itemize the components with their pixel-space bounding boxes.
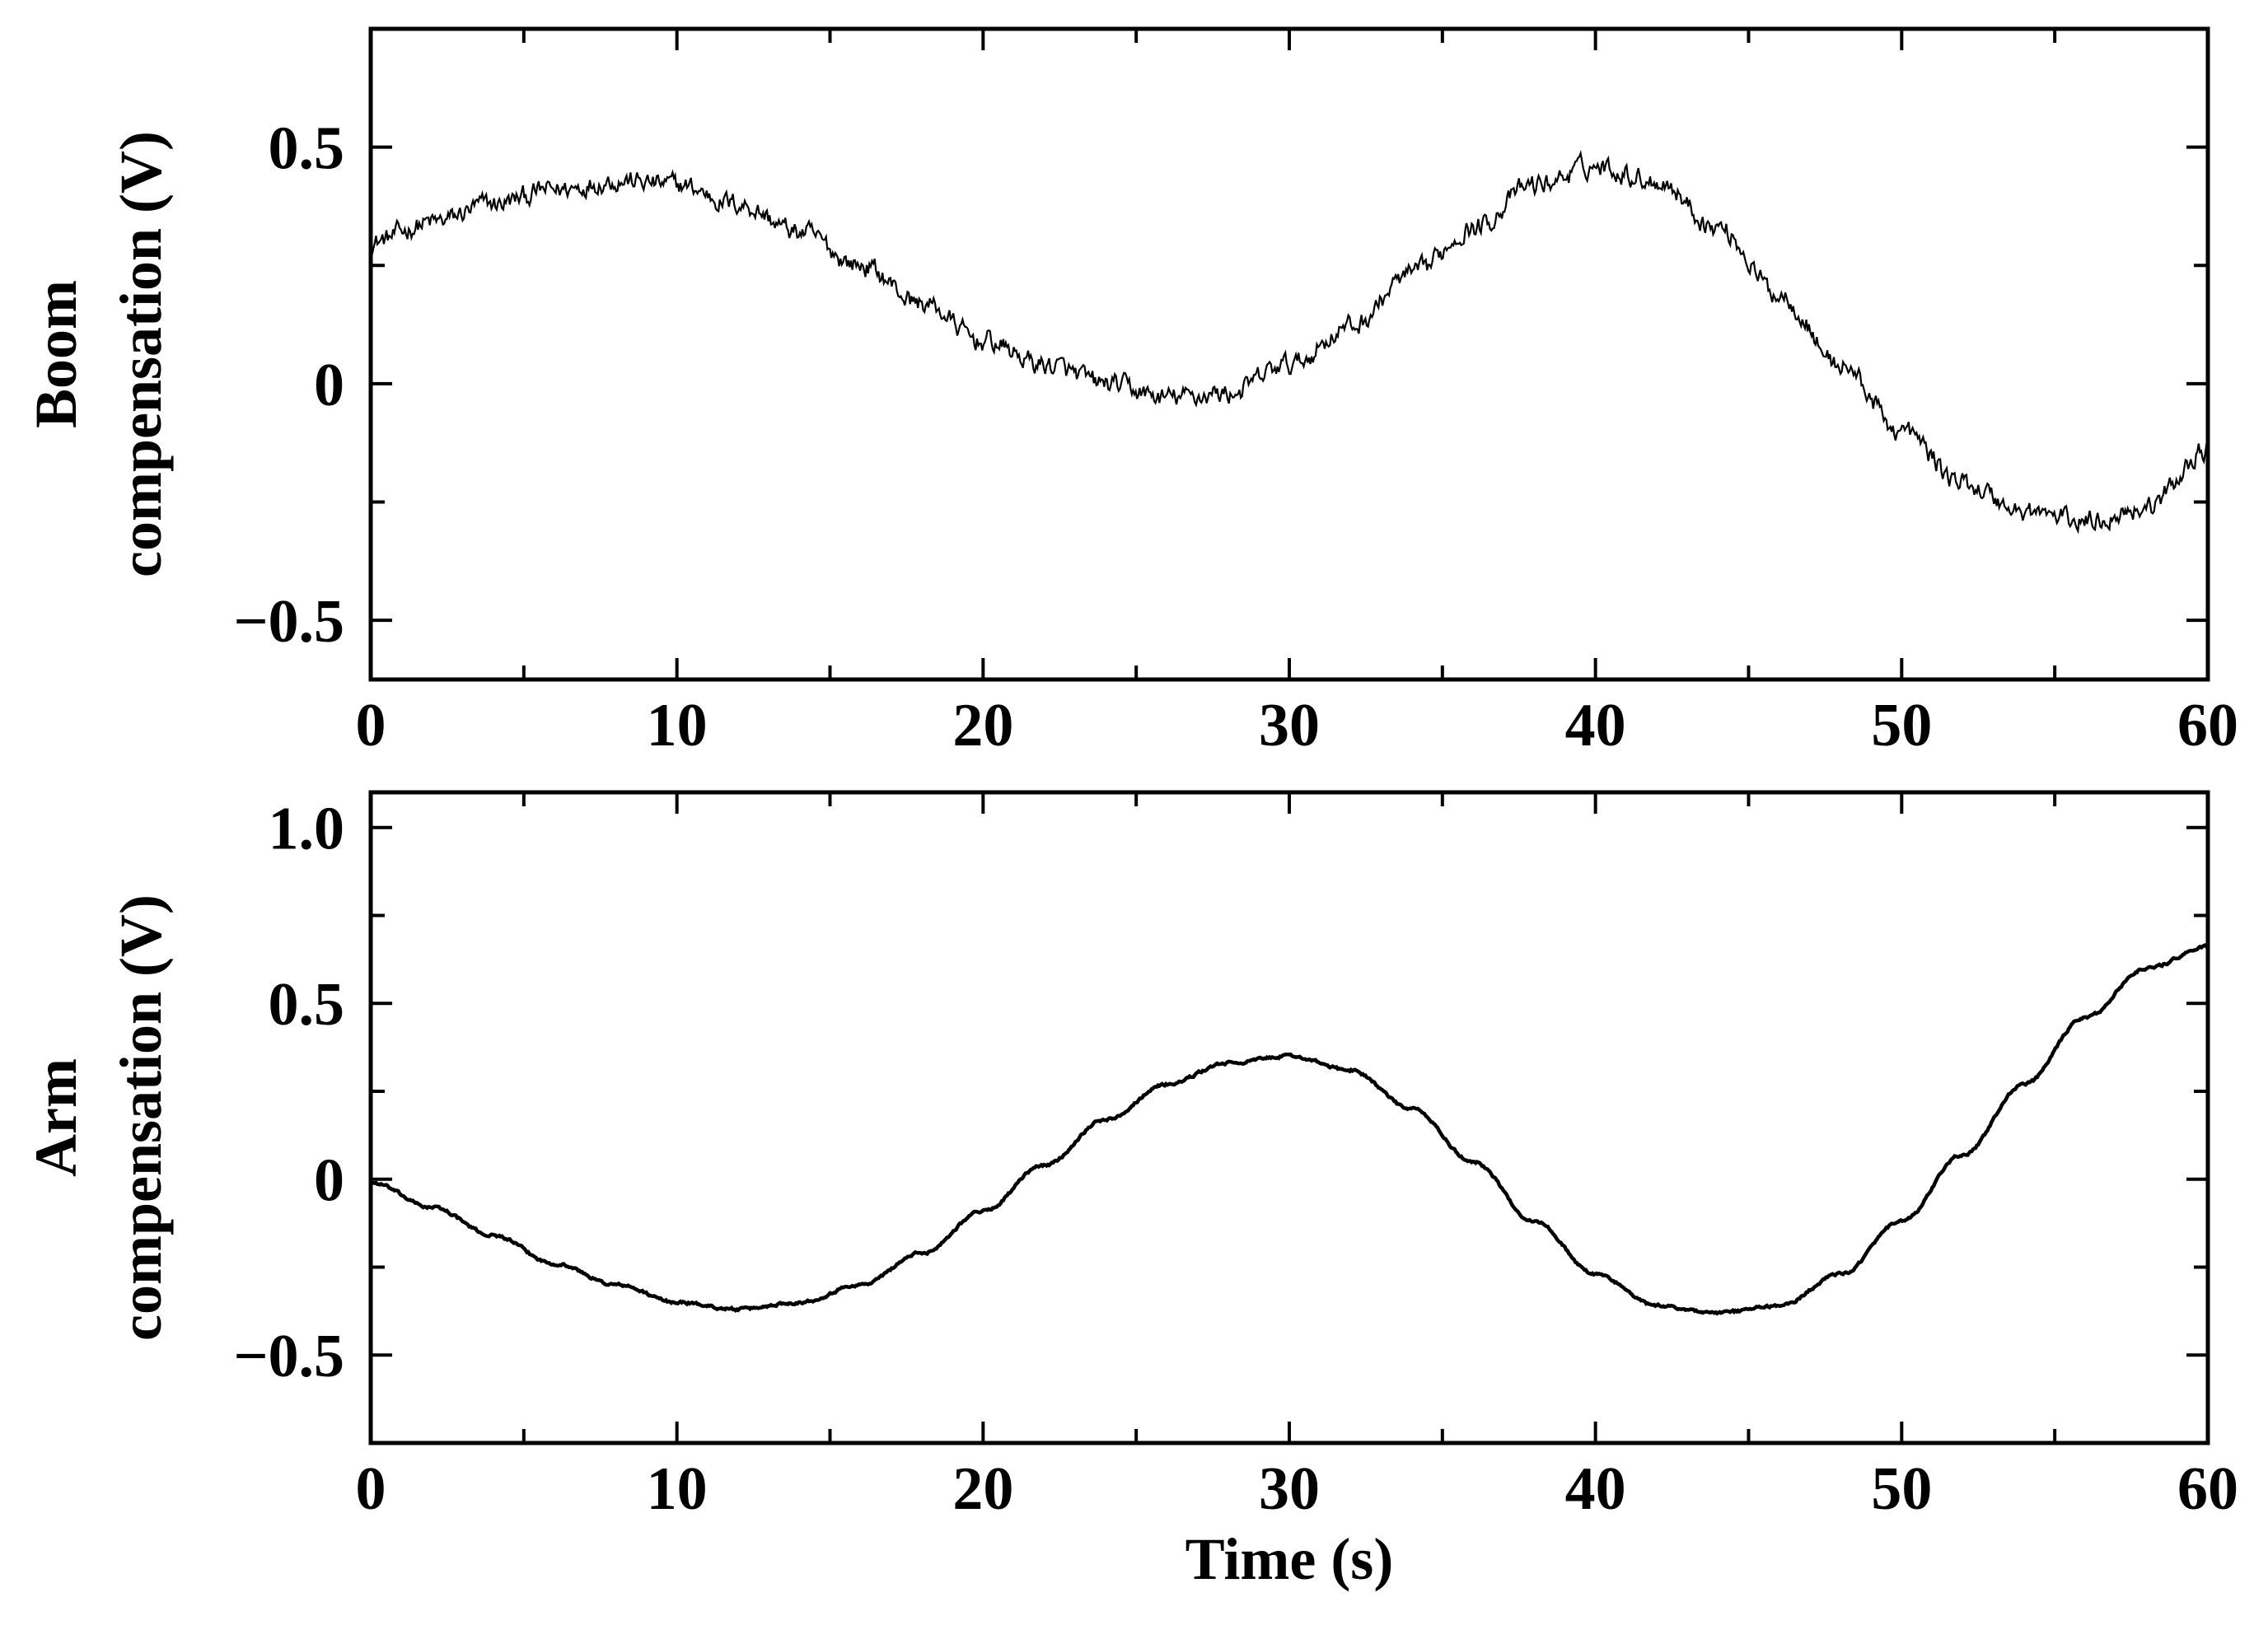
boom-ticks <box>369 29 2210 679</box>
arm-xtick-label: 50 <box>1871 1455 1932 1523</box>
boom-compensation-panel: 0 10 20 30 40 50 60−0.500.5 Boom compensation … <box>23 26 2238 759</box>
boom-xtick-label: 20 <box>952 692 1013 759</box>
boom-xtick-label: 50 <box>1871 692 1932 759</box>
boom-ylabel-line2: compensation (V) <box>108 131 174 577</box>
arm-tick-labels: 0 10 20 30 40 50 60−0.500.51.0 <box>233 796 2238 1523</box>
boom-ytick-label: −0.5 <box>233 588 344 656</box>
arm-xtick-label: 0 <box>356 1455 386 1523</box>
arm-xtick-label: 30 <box>1259 1455 1320 1523</box>
boom-xtick-label: 40 <box>1565 692 1626 759</box>
boom-ytick-label: 0.5 <box>269 115 345 183</box>
arm-ticks <box>369 792 2210 1443</box>
arm-xtick-label: 40 <box>1565 1455 1626 1523</box>
arm-ylabel-line2: compensation (V) <box>108 894 174 1341</box>
arm-ylabel-line1: Arm <box>23 1058 89 1177</box>
boom-ylabel-line1: Boom <box>23 280 89 428</box>
arm-series-line <box>370 942 2209 1316</box>
boom-xtick-label: 10 <box>647 692 708 759</box>
arm-compensation-panel: 0 10 20 30 40 50 60−0.500.51.0 Arm compensatio… <box>23 790 2238 1592</box>
boom-xtick-label: 30 <box>1259 692 1320 759</box>
arm-xtick-label: 20 <box>952 1455 1013 1523</box>
time-axis-label: Time (s) <box>1185 1526 1394 1592</box>
boom-ytick-label: 0 <box>314 352 344 419</box>
arm-ytick-label: −0.5 <box>233 1323 344 1390</box>
boom-tick-labels: 0 10 20 30 40 50 60−0.500.5 <box>233 115 2238 759</box>
boom-series-line <box>369 149 2209 535</box>
boom-xtick-label: 0 <box>356 692 386 759</box>
boom-xtick-label: 60 <box>2177 692 2238 759</box>
arm-xtick-label: 10 <box>647 1455 708 1523</box>
arm-ytick-label: 0.5 <box>269 971 345 1039</box>
arm-xtick-label: 60 <box>2177 1455 2238 1523</box>
arm-ytick-label: 0 <box>314 1147 344 1215</box>
arm-ytick-label: 1.0 <box>269 796 345 863</box>
